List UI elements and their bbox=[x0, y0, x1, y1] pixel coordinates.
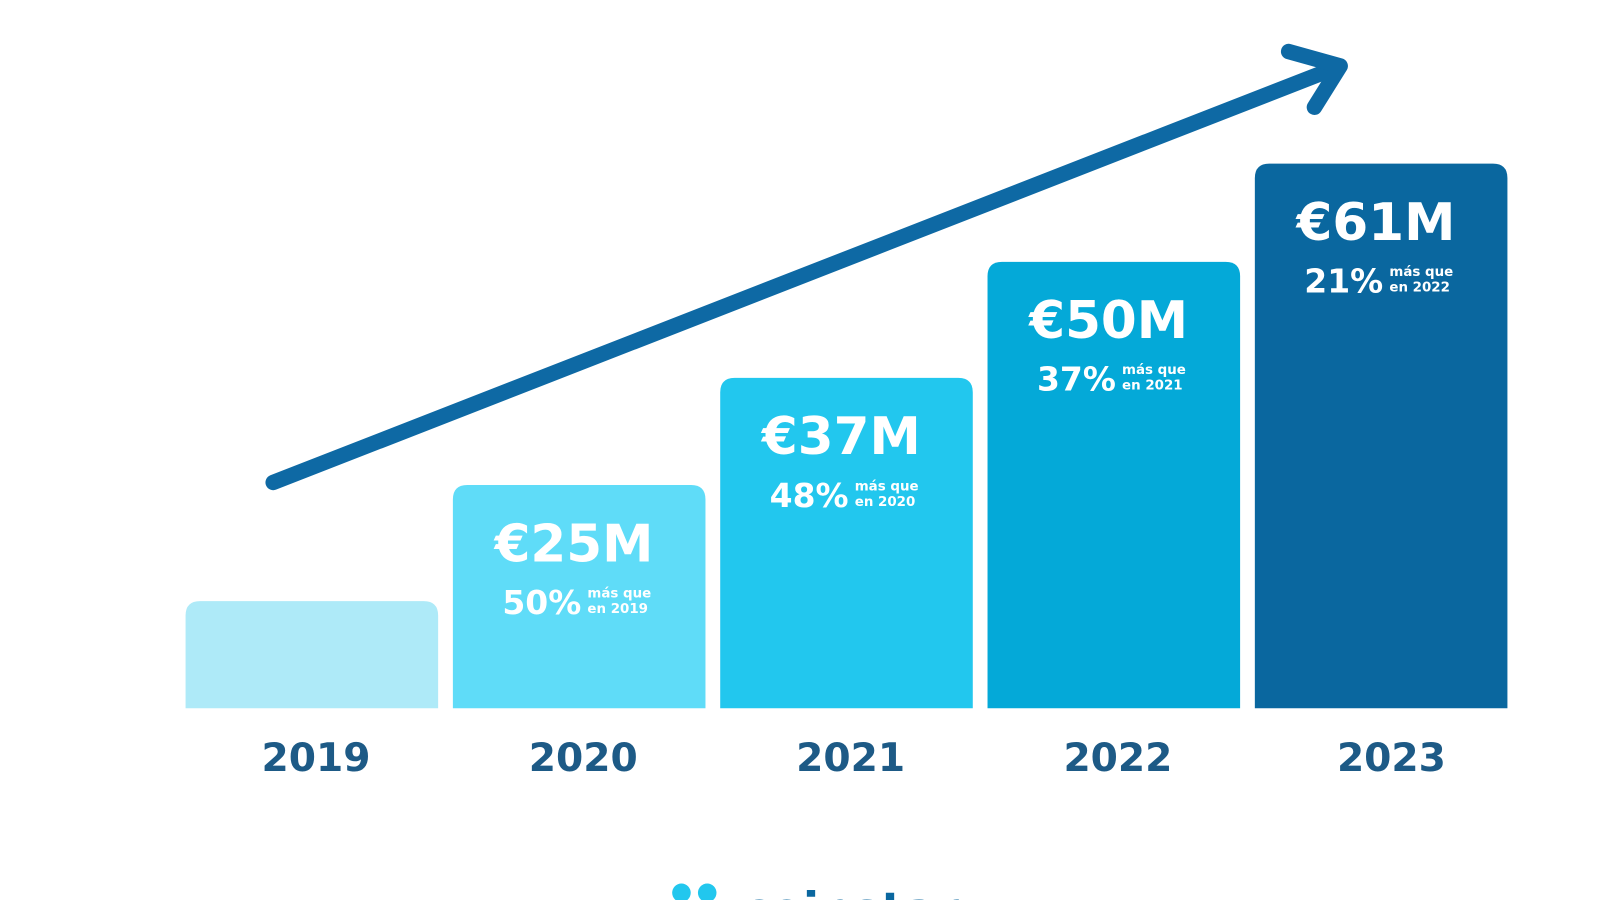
growth-label: 37% bbox=[1037, 360, 1116, 399]
bar bbox=[452, 485, 706, 709]
growth-note: en 2021 bbox=[1122, 379, 1183, 394]
bar bbox=[720, 377, 973, 709]
growth-label: 50% bbox=[502, 583, 581, 622]
x-tick-label: 2019 bbox=[261, 736, 370, 781]
growth-note: en 2022 bbox=[1389, 280, 1450, 295]
logo: coinstar bbox=[672, 883, 960, 900]
growth-label: 48% bbox=[770, 476, 849, 515]
value-label: €50M bbox=[1028, 291, 1188, 351]
logo-dot bbox=[672, 883, 691, 900]
x-tick-label: 2021 bbox=[796, 736, 905, 781]
bar bbox=[1254, 163, 1508, 709]
growth-note: más que bbox=[1122, 362, 1186, 378]
value-label: €37M bbox=[761, 407, 921, 467]
trend-arrow bbox=[265, 43, 1348, 491]
growth-note: en 2019 bbox=[587, 602, 648, 617]
logo-dot bbox=[697, 883, 717, 900]
growth-note: más que bbox=[587, 585, 651, 601]
growth-note: más que bbox=[1389, 264, 1453, 280]
growth-note: en 2020 bbox=[855, 495, 916, 510]
bar bbox=[987, 261, 1241, 709]
x-tick-label: 2023 bbox=[1337, 736, 1446, 781]
growth-label: 21% bbox=[1304, 262, 1383, 301]
value-label: €25M bbox=[494, 514, 654, 574]
x-tick-label: 2020 bbox=[529, 736, 638, 781]
brand-name: coinstar bbox=[742, 883, 960, 900]
x-tick-label: 2022 bbox=[1063, 736, 1172, 781]
bar bbox=[185, 601, 439, 709]
growth-note: más que bbox=[855, 478, 919, 494]
value-label: €61M bbox=[1296, 193, 1456, 253]
